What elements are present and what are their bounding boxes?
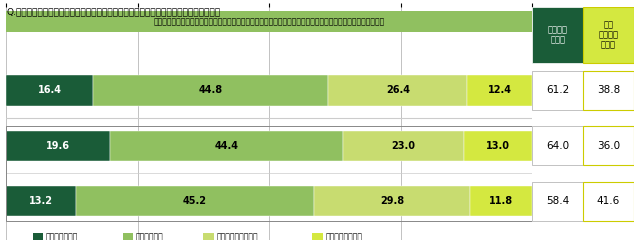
Text: 44.4: 44.4 [214, 141, 238, 151]
FancyBboxPatch shape [532, 181, 583, 221]
Bar [312, 233, 323, 240]
Text: 23.0: 23.0 [392, 141, 415, 151]
FancyBboxPatch shape [6, 11, 532, 32]
FancyBboxPatch shape [583, 7, 634, 63]
Text: あまりそう思わない: あまりそう思わない [216, 233, 258, 240]
FancyBboxPatch shape [532, 7, 583, 63]
Bar [328, 75, 467, 106]
Bar [6, 186, 76, 216]
Text: 非常にそう思う: 非常にそう思う [46, 233, 78, 240]
FancyBboxPatch shape [583, 71, 634, 110]
Text: 19.6: 19.6 [46, 141, 70, 151]
Text: Q.商品やサービスを購入する際の考え方について、どの程度同意するか？（単一回答）: Q.商品やサービスを購入する際の考え方について、どの程度同意するか？（単一回答） [6, 7, 221, 16]
Bar [33, 233, 44, 240]
Bar [464, 131, 532, 161]
Bar [467, 75, 532, 106]
Text: 41.6: 41.6 [596, 196, 620, 206]
Text: 26.4: 26.4 [386, 85, 410, 95]
FancyBboxPatch shape [583, 126, 634, 165]
Text: 29.8: 29.8 [380, 196, 404, 206]
Bar [6, 75, 93, 106]
Text: 58.4: 58.4 [546, 196, 570, 206]
Text: 44.8: 44.8 [198, 85, 223, 95]
Text: 全くそう思わない: 全くそう思わない [325, 233, 362, 240]
FancyBboxPatch shape [532, 71, 583, 110]
Bar [109, 131, 343, 161]
Text: 11.8: 11.8 [490, 196, 513, 206]
Bar [6, 131, 109, 161]
Bar [314, 186, 470, 216]
Text: ＜自宅にいる時間を充実させるため（動画配信やゲーム、ソファやクッション、家電など）にお金をかけたい＞: ＜自宅にいる時間を充実させるため（動画配信やゲーム、ソファやクッション、家電など… [154, 17, 385, 26]
Text: 13.0: 13.0 [486, 141, 510, 151]
Bar [470, 186, 532, 216]
Bar [76, 186, 314, 216]
Text: 16.4: 16.4 [38, 85, 61, 95]
Text: 38.8: 38.8 [596, 85, 620, 95]
FancyBboxPatch shape [583, 181, 634, 221]
FancyBboxPatch shape [532, 126, 583, 165]
Bar [123, 233, 133, 240]
Bar [343, 131, 464, 161]
Bar [93, 75, 328, 106]
Text: そう
思わない
（計）: そう 思わない （計） [598, 20, 618, 50]
Bar [203, 233, 214, 240]
Text: ややそう思う: ややそう思う [136, 233, 164, 240]
Text: 13.2: 13.2 [29, 196, 53, 206]
Text: 45.2: 45.2 [183, 196, 207, 206]
Text: 36.0: 36.0 [596, 141, 620, 151]
Text: そう思う
（計）: そう思う （計） [548, 25, 568, 45]
Text: 61.2: 61.2 [546, 85, 570, 95]
Text: 64.0: 64.0 [546, 141, 570, 151]
Text: 12.4: 12.4 [488, 85, 512, 95]
